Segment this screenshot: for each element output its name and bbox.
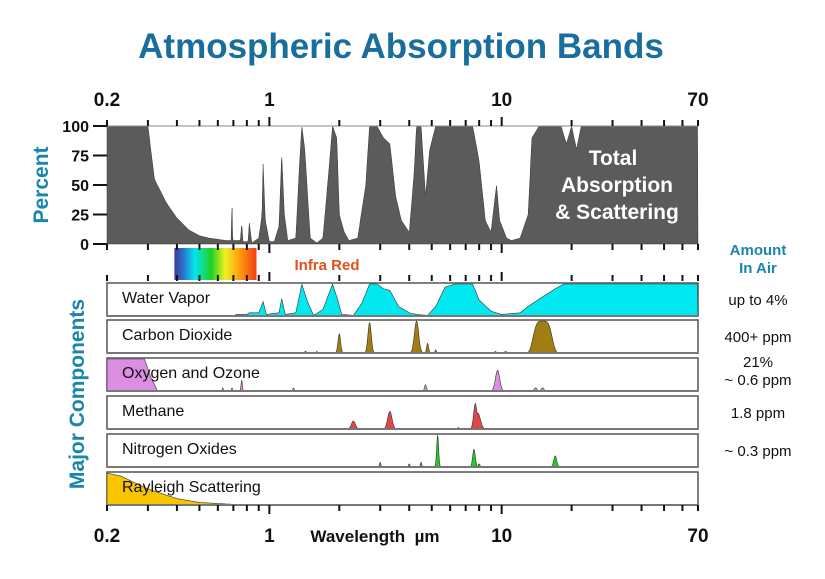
amount-in-air: ~ 0.3 ppm — [724, 443, 791, 460]
panel-label: Carbon Dioxide — [122, 327, 232, 344]
amount-in-air: 1.8 ppm — [731, 405, 785, 422]
component-panel-oxygen-and-ozone: Oxygen and Ozone 21%~ 0.6 ppm — [106, 354, 792, 392]
total-absorption-plot — [106, 125, 699, 245]
panel-label: Water Vapor — [122, 290, 211, 307]
component-panel-rayleigh-scattering: Rayleigh Scattering — [106, 471, 699, 506]
panel-label: Rayleigh Scattering — [122, 479, 261, 496]
total-annotation-line: Total — [589, 147, 638, 170]
y-tick-label: 75 — [71, 149, 89, 166]
amount-in-air: ~ 0.6 ppm — [724, 372, 791, 389]
panel-frame — [106, 395, 699, 430]
components-axis-label: Major Components — [66, 299, 89, 489]
component-panel-water-vapor: Water Vapor up to 4% — [106, 282, 788, 317]
bottom-tick-label: 10 — [491, 526, 512, 547]
infrared-label: Infra Red — [294, 257, 359, 274]
bottom-tick-label: 70 — [687, 526, 708, 547]
amount-header: Amount — [730, 242, 787, 259]
bottom-tick-label: 0.2 — [94, 526, 120, 547]
amount-in-air: up to 4% — [728, 292, 787, 309]
y-tick-label: 50 — [71, 178, 89, 195]
top-tick-label: 10 — [491, 90, 512, 111]
top-tick-label: 1 — [264, 90, 275, 111]
panel-frame — [106, 319, 699, 354]
amount-in-air: 400+ ppm — [724, 329, 791, 346]
y-tick-label: 25 — [71, 208, 89, 225]
bottom-tick-label: 1 — [264, 526, 275, 547]
component-panel-methane: Methane 1.8 ppm — [106, 395, 785, 430]
panel-label: Methane — [122, 403, 184, 420]
axis-ticks — [106, 117, 699, 514]
panel-label: Nitrogen Oxides — [122, 441, 237, 458]
panel-label: Oxygen and Ozone — [122, 365, 260, 382]
panel-frame — [106, 433, 699, 468]
component-panel-carbon-dioxide: Carbon Dioxide 400+ ppm — [106, 319, 792, 354]
chart-title: Atmospheric Absorption Bands — [138, 27, 664, 66]
y-tick-label: 0 — [80, 237, 89, 254]
top-tick-label: 0.2 — [94, 90, 120, 111]
component-panel-nitrogen-oxides: Nitrogen Oxides ~ 0.3 ppm — [106, 433, 792, 468]
visible-spectrum-bar — [174, 248, 257, 280]
panel-frame — [106, 471, 699, 506]
x-axis-label: Wavelength µm — [310, 527, 439, 546]
y-axis-label: Percent — [30, 146, 53, 223]
top-tick-label: 70 — [687, 90, 708, 111]
y-tick-label: 100 — [62, 119, 89, 136]
total-annotation-line: & Scattering — [555, 201, 679, 224]
amount-in-air: 21% — [743, 354, 773, 371]
amount-header: In Air — [739, 260, 777, 277]
total-annotation-line: Absorption — [561, 174, 673, 197]
